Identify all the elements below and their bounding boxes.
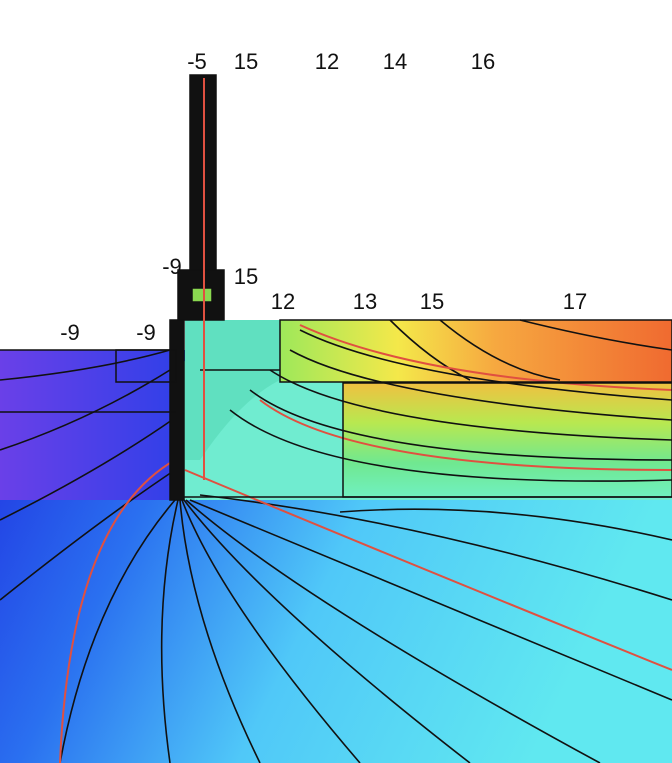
temp-label: 15: [234, 49, 258, 74]
temp-label: 12: [271, 289, 295, 314]
thermal-diagram: -5 15 12 14 16 -9 15 12 13 15 17 -9 -9: [0, 0, 672, 763]
fields: [0, 320, 672, 763]
temp-label: -9: [162, 254, 182, 279]
temp-label: 13: [353, 289, 377, 314]
labels: -5 15 12 14 16 -9 15 12 13 15 17 -9 -9: [60, 49, 587, 345]
temp-label: 14: [383, 49, 407, 74]
temp-label: -5: [187, 49, 207, 74]
temp-label: 17: [563, 289, 587, 314]
temp-label: -9: [136, 320, 156, 345]
temp-label: 15: [234, 264, 258, 289]
temp-label: 16: [471, 49, 495, 74]
temp-label: 12: [315, 49, 339, 74]
temp-label: 15: [420, 289, 444, 314]
temp-label: -9: [60, 320, 80, 345]
